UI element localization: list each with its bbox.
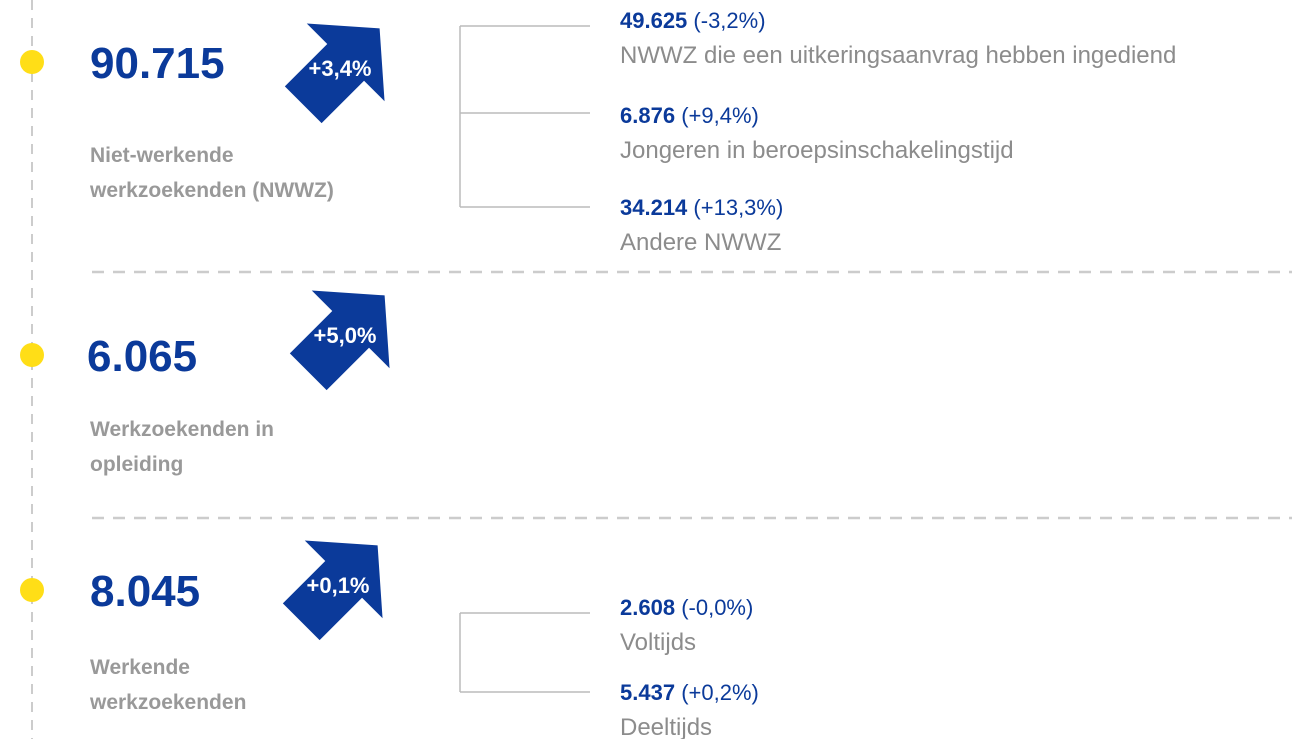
item-value: 5.437 (+0,2%) bbox=[620, 682, 759, 704]
item-description: Deeltijds bbox=[620, 714, 713, 739]
change: +5,0% bbox=[314, 323, 377, 348]
bullet bbox=[20, 578, 44, 602]
item-change: (-3,2%) bbox=[693, 8, 766, 33]
item-description: Jongeren in beroepsinschakelingstijd bbox=[620, 137, 1014, 164]
total-value: 90.715 bbox=[90, 39, 225, 88]
total-value: 6.065 bbox=[87, 332, 198, 381]
item-description: Voltijds bbox=[620, 629, 697, 656]
item-change: (+9,4%) bbox=[681, 103, 759, 128]
total-value: 8.045 bbox=[90, 567, 201, 616]
label: Werkende werkzoekenden bbox=[90, 656, 247, 714]
item-description: NWWZ die een uitkeringsaanvrag hebben in… bbox=[620, 42, 1177, 69]
item-number: 34.214 bbox=[620, 195, 688, 220]
bullet bbox=[20, 343, 44, 367]
arrow bbox=[282, 540, 383, 641]
arrow bbox=[289, 290, 390, 391]
item-change: (+0,2%) bbox=[681, 680, 759, 705]
item-value: 49.625 (-3,2%) bbox=[620, 10, 766, 32]
bullet bbox=[20, 50, 44, 74]
item-description: Andere NWWZ bbox=[620, 229, 782, 256]
item-value: 34.214 (+13,3%) bbox=[620, 197, 783, 219]
item-number: 2.608 bbox=[620, 595, 676, 620]
change: +0,1% bbox=[307, 573, 370, 598]
item-value: 6.876 (+9,4%) bbox=[620, 105, 759, 127]
item-change: (+13,3%) bbox=[693, 195, 784, 220]
change: +3,4% bbox=[309, 56, 372, 81]
item-change: (-0,0%) bbox=[681, 595, 754, 620]
item-value: 2.608 (-0,0%) bbox=[620, 597, 753, 619]
label: Werkzoekenden in opleiding bbox=[90, 418, 274, 476]
label: Niet-werkende werkzoekenden (NWWZ) bbox=[90, 144, 334, 202]
arrow bbox=[284, 23, 385, 124]
item-number: 6.876 bbox=[620, 103, 676, 128]
item-number: 49.625 bbox=[620, 8, 688, 33]
item-number: 5.437 bbox=[620, 680, 676, 705]
